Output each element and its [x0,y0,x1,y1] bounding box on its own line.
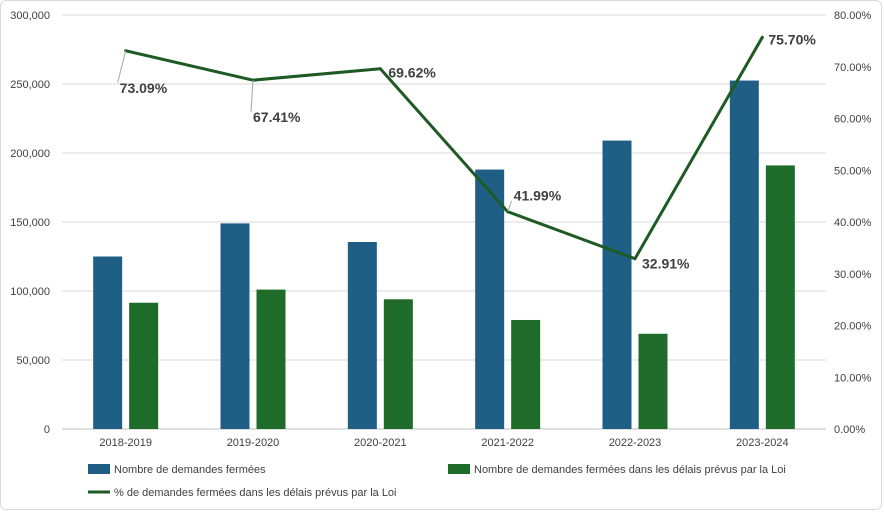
leader-line [250,80,254,113]
legend-item-series-1: Nombre de demandes fermées [88,464,266,476]
left-tick-label: 300,000 [10,10,50,22]
right-tick-label: 50.00% [834,165,872,177]
left-tick-label: 150,000 [10,217,50,229]
x-tick-label: 2020-2021 [354,437,407,449]
bar-series-2 [765,165,795,430]
legend-item-series-2: Nombre de demandes fermées dans les déla… [448,464,786,476]
bar-series-1 [347,242,377,429]
right-tick-label: 20.00% [834,321,872,333]
bars [93,80,795,430]
data-label: 73.09% [120,80,168,96]
right-tick-label: 80.00% [834,10,872,22]
leader-line [507,200,513,212]
legend-swatch-series-1 [88,464,110,474]
left-tick-label: 0 [44,424,50,436]
legend: Nombre de demandes fermées Nombre de dem… [88,464,786,499]
legend-item-series-3: % de demandes fermées dans les délais pr… [88,487,397,499]
right-tick-label: 60.00% [834,114,872,126]
legend-label-series-2: Nombre de demandes fermées dans les déla… [474,464,786,476]
bar-series-1 [93,256,123,429]
data-label: 67.41% [253,109,301,125]
line-point [760,35,764,39]
percentage-line-path [125,36,764,261]
left-tick-label: 200,000 [10,148,50,160]
data-label: 41.99% [514,188,562,204]
bar-series-1 [729,80,759,430]
legend-label-series-3: % de demandes fermées dans les délais pr… [114,487,397,499]
right-tick-label: 40.00% [834,217,872,229]
left-tick-label: 50,000 [16,355,50,367]
x-tick-label: 2019-2020 [227,437,280,449]
right-tick-label: 30.00% [834,269,872,281]
x-axis-ticks: 2018-2019 2019-2020 2020-2021 2021-2022 2022… [99,437,788,449]
bar-series-1 [220,223,250,429]
data-label: 75.70% [768,31,816,47]
data-labels: 73.09% 67.41% 69.62% 41.99% 32.91% 75.70% [117,31,816,272]
x-tick-label: 2023-2024 [736,437,789,449]
x-tick-label: 2018-2019 [99,437,152,449]
bar-series-2 [638,333,668,429]
x-tick-label: 2021-2022 [481,437,534,449]
right-axis-ticks: 0.00% 10.00% 20.00% 30.00% 40.00% 50.00% 60.00… [834,10,872,436]
data-label: 32.91% [642,256,690,272]
bar-series-1 [475,169,505,429]
right-tick-label: 70.00% [834,62,872,74]
bar-series-2 [511,319,541,429]
gridlines [62,14,826,430]
leader-line [117,50,127,83]
right-tick-label: 10.00% [834,372,872,384]
bar-series-2 [129,302,159,429]
left-tick-label: 100,000 [10,286,50,298]
right-tick-label: 0.00% [834,424,865,436]
left-axis-ticks: 0 50,000 100,000 150,000 200,000 250,000 300,0… [10,10,50,436]
legend-label-series-1: Nombre de demandes fermées [114,464,266,476]
line-point [633,257,637,261]
bar-series-1 [602,140,632,429]
data-label: 69.62% [388,65,436,81]
left-tick-label: 250,000 [10,79,50,91]
bar-series-2 [383,299,413,429]
percentage-line [124,35,764,261]
bar-series-2 [256,289,286,429]
x-tick-label: 2022-2023 [609,437,662,449]
legend-swatch-series-2 [448,464,470,474]
line-point [378,67,382,71]
